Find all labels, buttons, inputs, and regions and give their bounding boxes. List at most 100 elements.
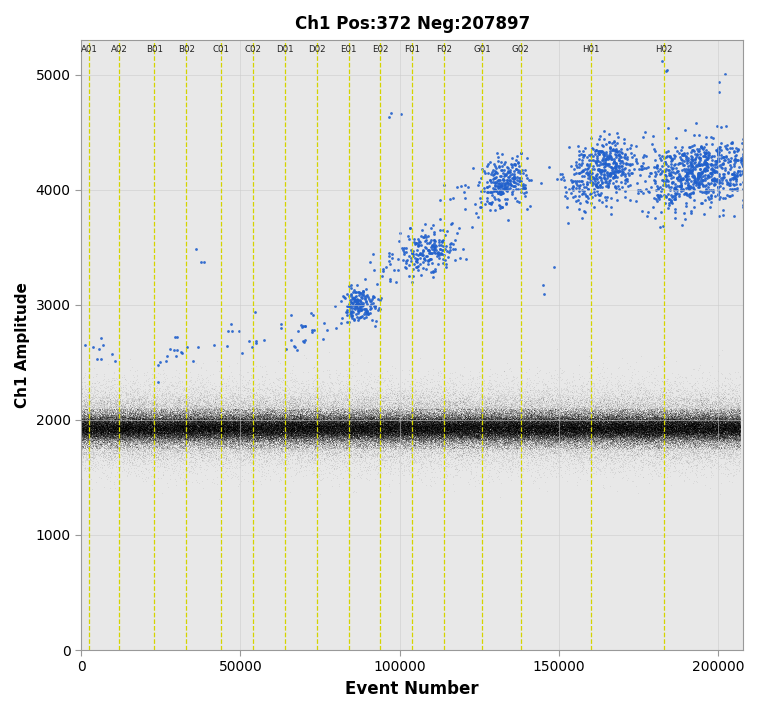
Point <box>206 428 218 439</box>
Point <box>543 429 555 441</box>
Point <box>584 426 597 437</box>
Point <box>322 431 334 442</box>
Point <box>475 427 488 438</box>
Point <box>183 427 195 438</box>
Point <box>561 406 573 417</box>
Point <box>271 413 283 424</box>
Point <box>634 409 646 420</box>
Point <box>270 421 282 433</box>
Point <box>386 421 399 433</box>
Point <box>466 413 478 424</box>
Point <box>251 425 264 436</box>
Point <box>597 401 610 413</box>
Point <box>524 427 536 438</box>
Point <box>239 426 251 438</box>
Point <box>623 417 636 429</box>
Point <box>575 416 588 428</box>
Point <box>732 408 744 419</box>
Point <box>597 450 610 461</box>
Point <box>670 429 682 440</box>
Point <box>208 421 220 432</box>
Point <box>609 419 621 430</box>
Point <box>664 398 677 409</box>
Point <box>244 447 256 458</box>
Point <box>399 427 411 438</box>
Point <box>716 399 728 410</box>
Point <box>632 419 644 431</box>
Point <box>693 416 705 428</box>
Point <box>469 416 482 428</box>
Point <box>245 425 258 436</box>
Point <box>442 429 454 440</box>
Point <box>159 418 171 429</box>
Point <box>465 418 477 429</box>
Point <box>306 425 318 436</box>
Point <box>645 432 657 443</box>
Point <box>642 416 654 428</box>
Point <box>558 425 570 436</box>
Point <box>525 417 537 429</box>
Point <box>245 421 257 433</box>
Point <box>310 429 322 440</box>
Point <box>620 416 632 427</box>
Point <box>379 419 391 431</box>
Point <box>431 419 443 430</box>
Point <box>501 414 513 426</box>
Point <box>594 438 607 450</box>
Point <box>481 421 493 433</box>
Point <box>645 445 658 456</box>
Point <box>299 422 312 434</box>
Point <box>289 429 301 441</box>
Point <box>554 434 566 446</box>
Point <box>475 415 487 426</box>
Point <box>602 422 614 434</box>
Point <box>654 399 666 410</box>
Point <box>491 438 504 450</box>
Point <box>505 423 517 434</box>
Point <box>251 424 263 436</box>
Point <box>358 423 370 434</box>
Point <box>366 421 378 432</box>
Point <box>594 433 607 444</box>
Point <box>496 419 508 431</box>
Point <box>310 420 322 431</box>
Point <box>394 419 406 431</box>
Point <box>725 417 737 429</box>
Point <box>447 386 459 398</box>
Point <box>245 415 257 426</box>
Point <box>519 421 531 433</box>
Point <box>613 405 626 416</box>
Point <box>312 419 324 431</box>
Point <box>474 421 486 432</box>
Point <box>594 421 607 433</box>
Point <box>263 429 275 441</box>
Point <box>416 418 428 429</box>
Point <box>498 428 510 439</box>
Point <box>104 441 116 453</box>
Point <box>352 417 364 429</box>
Point <box>331 424 343 435</box>
Point <box>528 431 540 442</box>
Point <box>604 428 616 439</box>
Point <box>692 415 704 426</box>
Point <box>513 438 525 450</box>
Point <box>160 380 172 391</box>
Point <box>607 414 619 425</box>
Point <box>704 433 716 444</box>
Point <box>609 426 621 438</box>
Point <box>492 424 504 435</box>
Point <box>255 417 267 429</box>
Point <box>717 440 729 451</box>
Point <box>108 405 120 416</box>
Point <box>78 406 90 418</box>
Point <box>484 381 496 393</box>
Point <box>575 407 588 419</box>
Point <box>411 424 423 436</box>
Point <box>292 424 304 436</box>
Point <box>303 414 315 425</box>
Point <box>427 435 440 446</box>
Point <box>248 419 260 431</box>
Point <box>457 416 469 428</box>
Point <box>589 426 601 437</box>
Point <box>700 424 712 435</box>
